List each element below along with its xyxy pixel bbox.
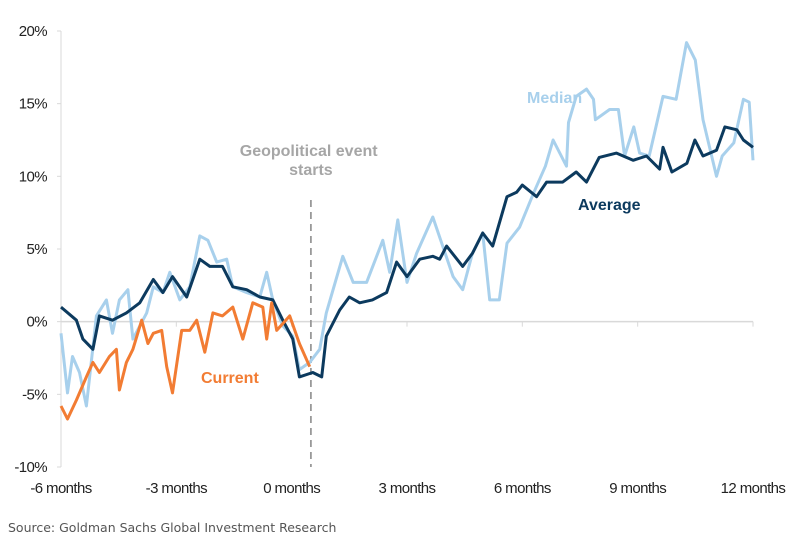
x-tick-label: 12 months [721,480,786,497]
series-line-median [59,41,755,408]
y-tick-label: -10% [14,459,47,476]
source-note: Source: Goldman Sachs Global Investment … [8,520,337,535]
series-line-average [60,125,754,379]
x-tick-label: -6 months [30,480,91,497]
x-tick-label: 9 months [609,480,666,497]
event-annotation: Geopolitical event starts [240,143,382,179]
x-tick-label: 0 months [263,480,320,497]
y-tick-label: 0% [27,314,48,331]
series-lines [59,41,755,421]
event-annotation-line-2: starts [289,162,333,179]
x-ticks: -6 months -3 months 0 months 3 months 6 mont… [30,320,786,497]
y-tick-label: 20% [19,23,47,40]
median-series-label: Median [527,90,582,107]
y-tick-label: 5% [27,241,48,258]
y-tick-label: 15% [19,96,47,113]
y-tick-label: -5% [22,386,47,403]
y-ticks: -10% -5% 0% 5% 10% 15% 20% [14,23,61,476]
event-annotation-line-1: Geopolitical event [240,143,378,160]
current-series-label: Current [201,370,259,387]
x-tick-label: 6 months [494,480,551,497]
x-tick-label: 3 months [379,480,436,497]
average-series-label: Average [578,197,641,214]
y-tick-label: 10% [19,168,47,185]
x-tick-label: -3 months [146,480,207,497]
series-line-current [59,301,312,421]
